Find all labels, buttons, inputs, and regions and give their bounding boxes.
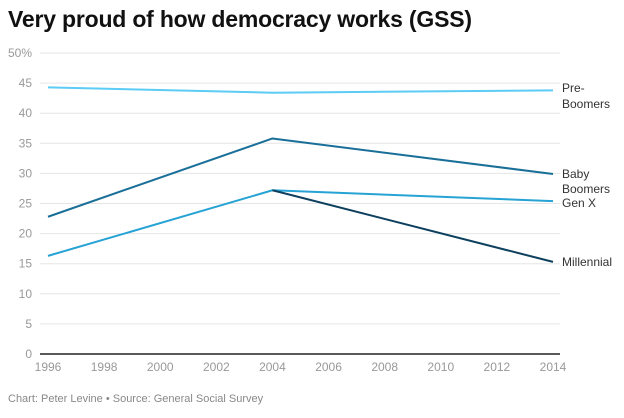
y-tick-label: 0: [25, 347, 32, 361]
series-label: Gen X: [562, 196, 596, 210]
x-tick-label: 2002: [203, 360, 230, 374]
y-tick-label: 50%: [8, 46, 32, 60]
x-tick-label: 2004: [259, 360, 286, 374]
x-tick-label: 1996: [35, 360, 62, 374]
y-tick-label: 10: [19, 287, 33, 301]
series-line-baby-boomers: [47, 137, 554, 218]
x-tick-label: 2012: [484, 360, 511, 374]
series-line-millennial: [272, 189, 554, 263]
series-line-gen-x: [47, 189, 554, 257]
y-tick-label: 40: [19, 106, 33, 120]
series-label: Baby: [562, 167, 589, 181]
x-tick-label: 2000: [147, 360, 174, 374]
y-tick-label: 5: [25, 317, 32, 331]
y-tick-label: 20: [19, 227, 33, 241]
y-tick-label: 30: [19, 166, 33, 180]
y-tick-label: 35: [19, 136, 33, 150]
chart-source-footer: Chart: Peter Levine • Source: General So…: [8, 393, 264, 405]
series-label: Pre-: [562, 81, 585, 95]
series-label: Boomers: [562, 97, 610, 111]
x-tick-label: 2010: [427, 360, 454, 374]
series-label: Millennial: [562, 255, 612, 269]
x-tick-label: 2008: [371, 360, 398, 374]
y-tick-label: 25: [19, 197, 33, 211]
chart-title: Very proud of how democracy works (GSS): [8, 6, 472, 32]
x-tick-label: 2006: [315, 360, 342, 374]
series-line-pre-boomers: [47, 86, 554, 94]
x-tick-label: 2014: [540, 360, 567, 374]
y-tick-label: 45: [19, 76, 33, 90]
x-tick-label: 1998: [91, 360, 118, 374]
series-label: Boomers: [562, 182, 610, 196]
y-tick-label: 15: [19, 257, 33, 271]
